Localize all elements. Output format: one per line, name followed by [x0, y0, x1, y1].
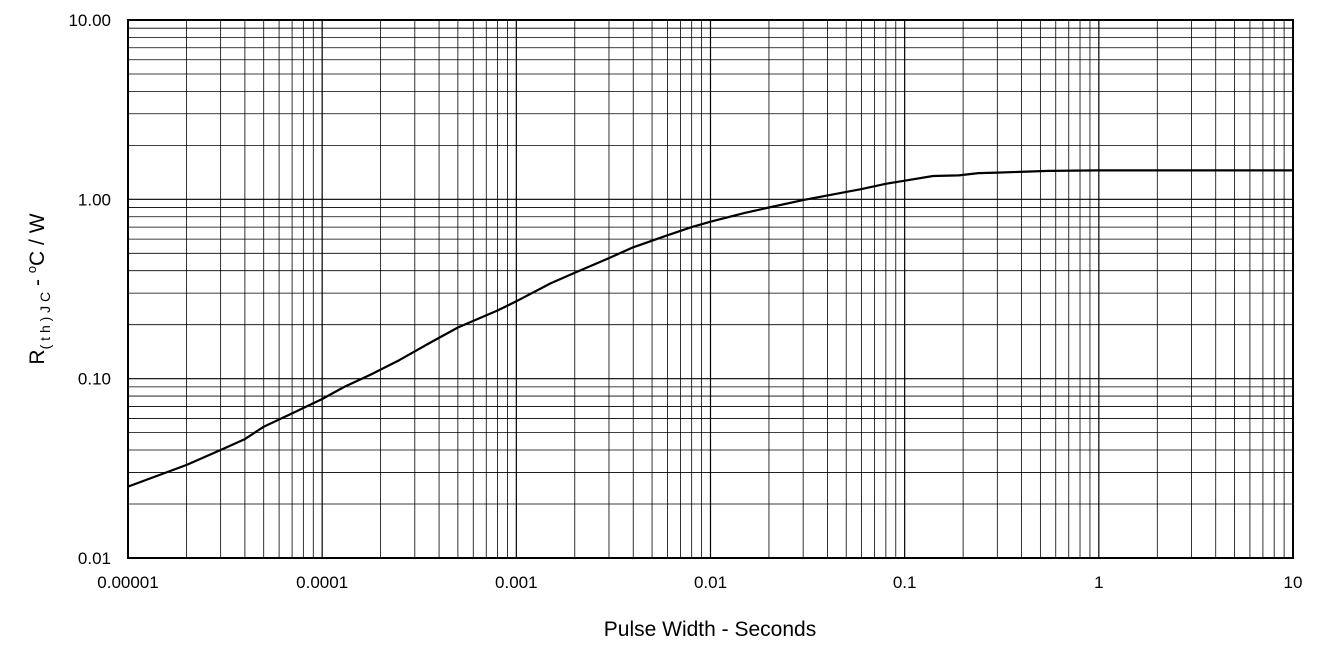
y-axis-title-main: R [26, 349, 49, 364]
y-tick-labels: 0.01 0.10 1.00 10.00 [68, 11, 111, 568]
x-tick-label: 10 [1284, 573, 1303, 592]
y-axis-title-separator: - [26, 273, 49, 292]
y-tick-label: 0.01 [78, 549, 111, 568]
x-tick-label: 0.00001 [97, 573, 158, 592]
series-layer [127, 169, 1293, 488]
x-tick-label: 0.001 [495, 573, 538, 592]
x-tick-label: 1 [1094, 573, 1103, 592]
y-axis-title-unit: C / W [26, 213, 49, 266]
x-tick-label: 0.0001 [296, 573, 348, 592]
y-tick-label: 10.00 [68, 11, 111, 30]
x-tick-label: 0.1 [893, 573, 917, 592]
x-axis-title: Pulse Width - Seconds [604, 618, 816, 641]
x-tick-labels: 0.00001 0.0001 0.001 0.01 0.1 1 10 [97, 573, 1302, 592]
plot-frame [127, 19, 1294, 559]
y-tick-label: 1.00 [78, 190, 111, 209]
y-axis-title-degree: o [24, 266, 39, 273]
major-grid [127, 20, 1293, 559]
thermal-impedance-curve [127, 169, 1293, 488]
y-tick-label: 0.10 [78, 370, 111, 389]
x-tick-label: 0.01 [694, 573, 727, 592]
y-axis-title: R( t h ) J C - oC / W [24, 213, 53, 364]
y-axis-title-subscript: ( t h ) J C [37, 292, 53, 350]
